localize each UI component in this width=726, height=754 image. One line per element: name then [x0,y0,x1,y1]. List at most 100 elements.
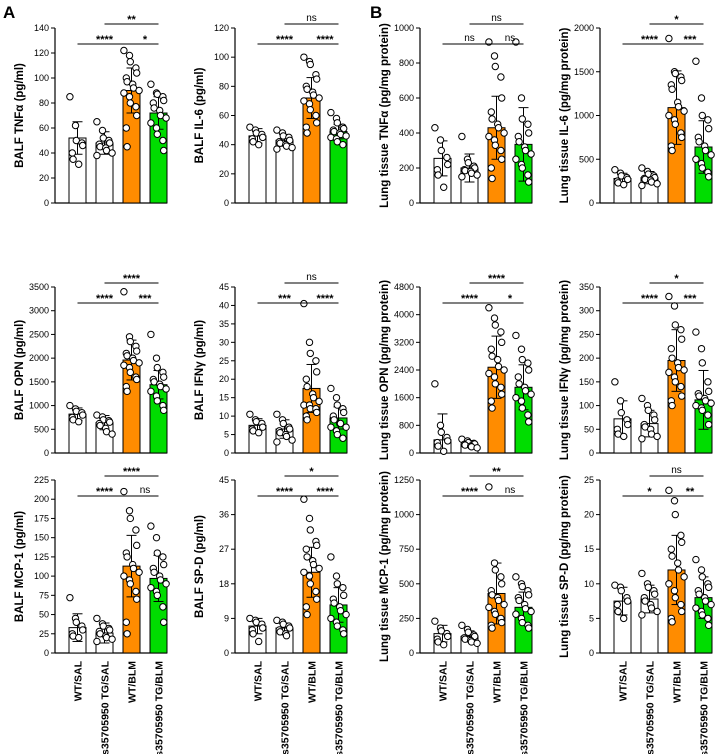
significance-label: ns [505,485,516,496]
y-tick-label: 1500 [29,377,49,387]
data-point [246,123,254,131]
data-point [667,545,675,553]
y-tick-label: 125 [34,552,49,562]
y-tick-label: 400 [399,128,414,138]
y-tick-label: 1000 [394,23,414,33]
y-tick-label: 0 [589,448,594,458]
data-point [303,553,311,561]
y-tick-label: 0 [409,648,414,658]
data-point [518,164,526,172]
data-point [698,573,706,581]
data-point [133,69,141,77]
data-point [697,344,706,353]
data-point [332,572,341,580]
chart-12: 0 5 10 15 20 25 Lung tissue SP-D (pg/mg protei… [559,465,715,658]
data-point [434,442,442,450]
data-point [123,387,131,396]
significance-label: ns [671,465,682,476]
data-point [160,406,168,415]
data-point [680,573,688,581]
significance-label: * [143,34,148,46]
data-point [93,614,101,623]
data-point [668,618,676,626]
significance-label: ** [127,14,136,26]
data-point [106,418,114,426]
y-tick-label: 0 [589,648,594,658]
y-axis-label: BALF TNFα (pg/ml) [14,63,26,168]
data-point [79,411,87,419]
data-point [677,382,685,391]
data-point [444,632,452,641]
data-point [150,568,158,576]
data-point [303,610,311,619]
significance-label: *** [684,34,698,46]
data-point [333,430,341,439]
data-point [160,373,168,381]
data-point [518,582,526,591]
data-point [255,637,263,646]
y-axis-label: Lung tissue IFNγ (pg/mg protein) [559,280,571,460]
data-point [286,624,294,632]
data-point [313,75,321,83]
data-point [500,129,508,137]
y-tick-label: 30 [219,337,229,347]
data-point [93,118,101,126]
significance-label: *** [139,293,153,305]
data-point [305,514,314,523]
significance-label: *** [278,293,292,305]
data-point [93,637,101,646]
data-point [491,610,499,618]
x-category-label: WT/SAL [618,660,630,701]
chart-9: 0 25 50 75 100 125 150 175 200 225 BALF MCP-1 (pg/… [14,466,170,658]
data-point [156,576,165,584]
data-point [309,393,318,402]
data-point [153,591,162,600]
data-point [75,633,83,642]
data-point [132,587,140,596]
significance-label: **** [96,486,114,498]
data-point [162,580,170,588]
data-point [518,115,526,123]
data-point [273,410,281,418]
panel-label-a: A [3,3,15,22]
y-tick-label: 10 [219,411,229,421]
data-point [133,541,141,550]
data-point [488,624,496,632]
data-point [315,397,323,406]
data-point [611,166,619,174]
y-axis-label: BALF MCP-1 (pg/ml) [14,511,26,622]
significance-label: * [674,14,679,26]
data-point [327,108,335,117]
y-tick-label: 60 [39,123,49,133]
data-point [458,621,466,630]
data-point [126,580,135,588]
y-tick-label: 25 [39,629,49,639]
data-point [524,171,532,179]
data-point [259,624,267,632]
data-point [312,111,320,120]
data-point [120,89,128,97]
y-tick-label: 3500 [29,282,49,292]
data-point [680,107,688,115]
data-point [665,368,673,377]
data-point [668,354,676,362]
data-point [333,401,341,409]
data-point [491,321,499,329]
y-tick-label: 4800 [394,282,414,292]
y-tick-label: 50 [39,610,49,620]
data-point [638,181,646,190]
y-tick-label: 100 [579,401,594,411]
data-point [327,384,335,393]
data-point [517,94,526,102]
data-point [485,304,493,312]
significance-label: ns [505,33,516,44]
significance-label: ns [491,13,502,24]
y-tick-label: 1250 [394,475,414,485]
y-tick-label: 150 [579,377,594,387]
chart-8: 0 50 100 150 200 250 300 350 Lung tissue IFNγ (p… [559,273,715,460]
y-tick-label: 5 [589,613,594,623]
data-point [698,111,706,120]
data-point [440,183,448,191]
